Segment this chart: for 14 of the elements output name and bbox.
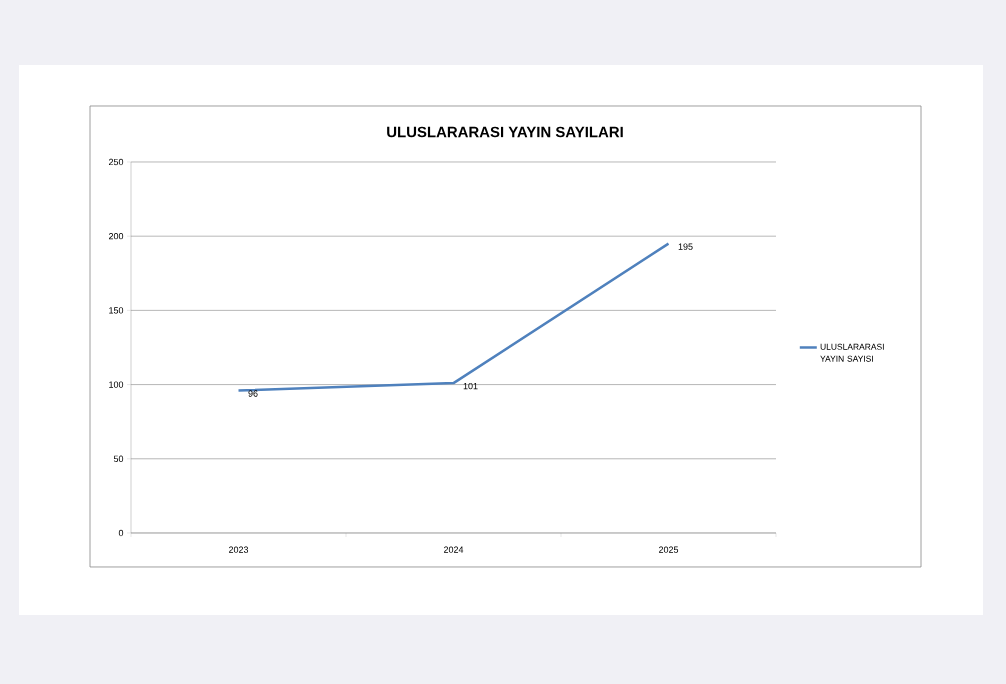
y-tick-label: 100: [109, 381, 124, 388]
data-label: 101: [463, 382, 478, 390]
data-label: 195: [678, 243, 693, 250]
y-tick-label: 150: [109, 307, 124, 314]
legend-label: ULUSLARARASI YAYIN SAYISI: [820, 343, 884, 362]
y-tick-label: 0: [118, 529, 124, 537]
y-tick-label: 50: [113, 455, 124, 462]
y-tick-label: 200: [108, 233, 124, 240]
x-tick-label: 2025: [658, 546, 679, 553]
x-tick-label: 2024: [443, 546, 464, 553]
x-tick-label: 2023: [228, 546, 249, 553]
chart-title: ULUSLARARASI YAYIN SAYILARI: [387, 126, 623, 138]
data-label: 96: [248, 390, 258, 397]
y-tick-label: 250: [108, 158, 124, 166]
